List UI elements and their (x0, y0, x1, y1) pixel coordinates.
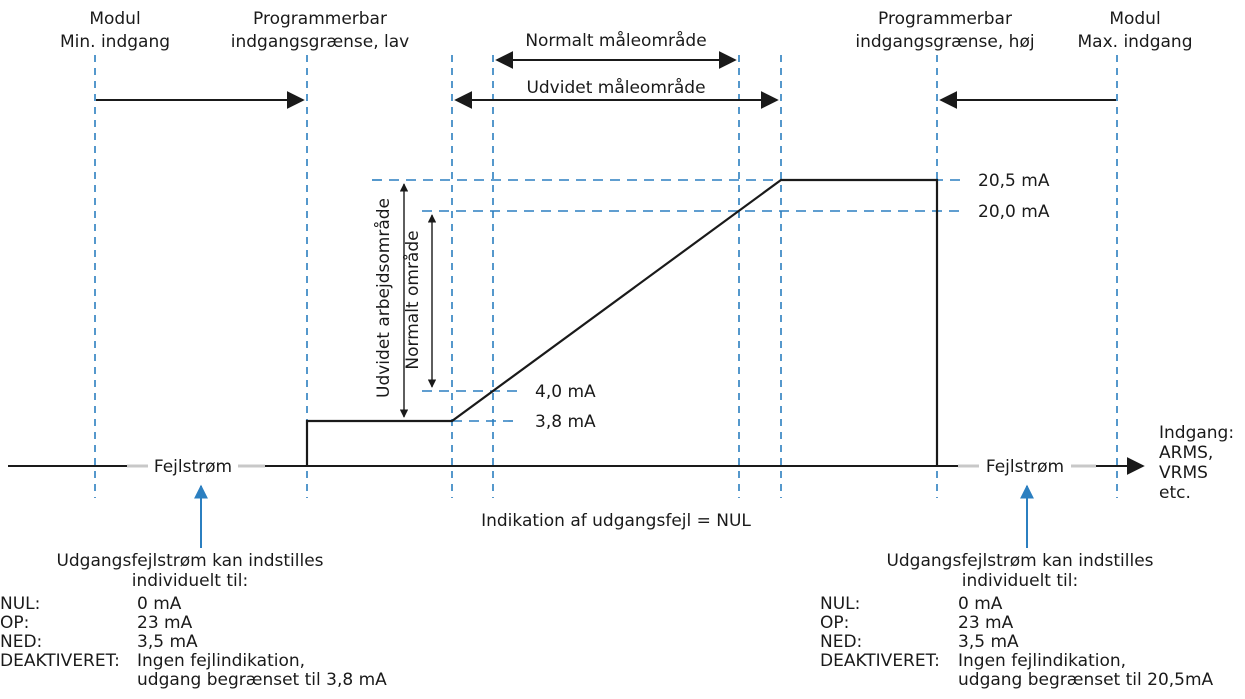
header-limit-low-line1: Programmerbar (253, 9, 387, 29)
right-note-value: 23 mA (958, 613, 1014, 633)
header-limit-low-line2: indgangsgrænse, lav (231, 32, 410, 52)
left-note-value: Ingen fejlindikation, (137, 651, 305, 671)
right-note-key: OP: (820, 613, 849, 633)
left-note-extra: udgang begrænset til 3,8 mA (137, 670, 387, 690)
header-limit-high-line2: indgangsgrænse, høj (855, 32, 1034, 52)
header-module-min: Modul Min. indgang (60, 9, 170, 52)
level-label-20-0: 20,0 mA (978, 202, 1050, 222)
normal-range-label: Normalt område (402, 230, 423, 369)
left-note-key: NED: (0, 632, 42, 652)
fault-label-left-bg (148, 454, 238, 478)
left-note-value: 3,5 mA (137, 632, 198, 652)
header-module-max: Modul Max. indgang (1077, 9, 1192, 52)
right-note-key: DEAKTIVERET: (820, 651, 940, 671)
right-note-value: 3,5 mA (958, 632, 1019, 652)
header-limit-high-line1: Programmerbar (878, 9, 1012, 29)
right-note-key: NED: (820, 632, 862, 652)
right-note-title-line2: individuelt til: (962, 571, 1078, 591)
header-module-max-line2: Max. indgang (1077, 32, 1192, 52)
right-note-value: 0 mA (958, 594, 1003, 614)
axis-label-line2: ARMS, (1159, 443, 1213, 463)
right-note-extra: udgang begrænset til 20,5mA (958, 670, 1214, 690)
level-label-20-5: 20,5 mA (978, 171, 1050, 191)
left-fault-note: Udgangsfejlstrøm kan indstilles individu… (0, 551, 387, 690)
fault-label-right-bg (979, 454, 1071, 478)
extended-measuring-label: Udvidet måleområde (526, 77, 705, 98)
normal-measuring-label: Normalt måleområde (525, 30, 706, 51)
right-note-title-line1: Udgangsfejlstrøm kan indstilles (886, 551, 1153, 571)
extended-working-label: Udvidet arbejdsområde (373, 198, 394, 398)
left-note-key: NUL: (0, 594, 40, 614)
left-note-key: OP: (0, 613, 29, 633)
left-note-value: 23 mA (137, 613, 193, 633)
vertical-guides (94, 55, 1118, 498)
level-label-3-8: 3,8 mA (535, 412, 596, 432)
axis-label-line1: Indgang: (1159, 423, 1234, 443)
header-module-max-line1: Modul (1109, 9, 1160, 29)
level-label-4-0: 4,0 mA (535, 382, 596, 402)
left-note-title-line1: Udgangsfejlstrøm kan indstilles (56, 551, 323, 571)
error-indication-label: Indikation af udgangsfejl = NUL (481, 511, 751, 531)
fault-label-right: Fejlstrøm (986, 457, 1064, 477)
header-module-min-line2: Min. indgang (60, 32, 170, 52)
header-limit-low: Programmerbar indgangsgrænse, lav (231, 9, 410, 52)
right-note-value: Ingen fejlindikation, (958, 651, 1126, 671)
axis-label: Indgang: ARMS, VRMS etc. (1159, 423, 1234, 503)
right-fault-note: Udgangsfejlstrøm kan indstilles individu… (820, 551, 1214, 690)
left-note-title-line2: individuelt til: (132, 571, 248, 591)
left-note-value: 0 mA (137, 594, 182, 614)
header-module-min-line1: Modul (89, 9, 140, 29)
left-note-key: DEAKTIVERET: (0, 651, 120, 671)
right-note-key: NUL: (820, 594, 860, 614)
header-limit-high: Programmerbar indgangsgrænse, høj (855, 9, 1034, 52)
fault-label-left: Fejlstrøm (154, 457, 232, 477)
axis-label-line4: etc. (1159, 483, 1191, 503)
output-curve (305, 178, 939, 466)
axis-label-line3: VRMS (1159, 463, 1208, 483)
